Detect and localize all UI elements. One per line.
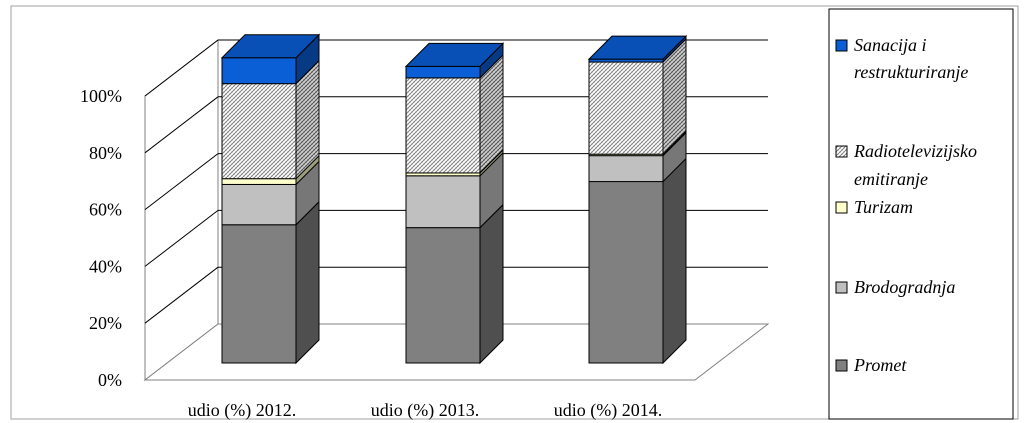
bar-segment — [588, 61, 664, 155]
bar-segment — [221, 57, 297, 85]
side-wall — [144, 38, 219, 382]
gridline-side — [144, 266, 219, 324]
legend-label: emitiranje — [854, 169, 928, 189]
bars — [220, 33, 688, 365]
bar-segment — [588, 155, 664, 183]
y-axis-ticks: 0% 20% 40% 60% 80% 100% — [80, 86, 122, 390]
bar-segment-side — [479, 203, 504, 365]
bar-segment — [588, 181, 664, 364]
bar-segment — [405, 77, 481, 174]
bar-segment — [221, 178, 297, 185]
bar-segment — [221, 224, 297, 364]
y-tick-label: 40% — [89, 256, 122, 276]
legend-swatch — [835, 201, 848, 214]
legend-swatch — [835, 39, 848, 52]
gridline-side — [144, 210, 219, 267]
x-tick-label: udio (%) 2013. — [371, 400, 479, 421]
legend-label: Promet — [853, 355, 907, 375]
gridline-side — [144, 39, 219, 97]
legend-label: Radiotelevizijsko — [853, 141, 977, 161]
y-tick-label: 0% — [98, 370, 122, 390]
y-tick-label: 80% — [89, 143, 122, 163]
legend-swatch — [835, 359, 848, 372]
x-tick-label: udio (%) 2012. — [188, 400, 296, 421]
bar-segment — [221, 83, 297, 180]
x-axis-labels: udio (%) 2012. udio (%) 2013. udio (%) 201… — [188, 400, 662, 421]
bar-stack — [220, 33, 321, 365]
bar-segment-side — [295, 200, 320, 365]
legend: Sanacija i restrukturiranje Radiotelevizij… — [828, 8, 1014, 420]
bar-segment — [405, 227, 481, 364]
legend-box — [828, 8, 1014, 420]
legend-label: Sanacija i — [854, 35, 927, 55]
legend-swatch — [835, 145, 848, 158]
y-tick-label: 20% — [89, 313, 122, 333]
bar-top — [220, 34, 321, 59]
bar-top — [404, 42, 505, 67]
legend-label: restrukturiranje — [854, 62, 968, 82]
bar-stack — [404, 42, 505, 365]
bar-segment — [221, 183, 297, 226]
legend-label: Turizam — [854, 197, 913, 217]
x-tick-label: udio (%) 2014. — [554, 400, 662, 421]
bar-top — [587, 35, 688, 60]
bar-segment — [405, 175, 481, 229]
legend-label: Brodogradnja — [854, 277, 955, 297]
gridline-side — [144, 153, 219, 210]
y-tick-label: 60% — [89, 200, 122, 220]
legend-swatch — [835, 281, 848, 294]
bar-segment-side — [662, 157, 687, 365]
bar-segment — [405, 65, 481, 79]
gridline-side — [144, 96, 219, 154]
y-tick-label: 100% — [80, 86, 122, 106]
bar-stack — [587, 34, 688, 365]
